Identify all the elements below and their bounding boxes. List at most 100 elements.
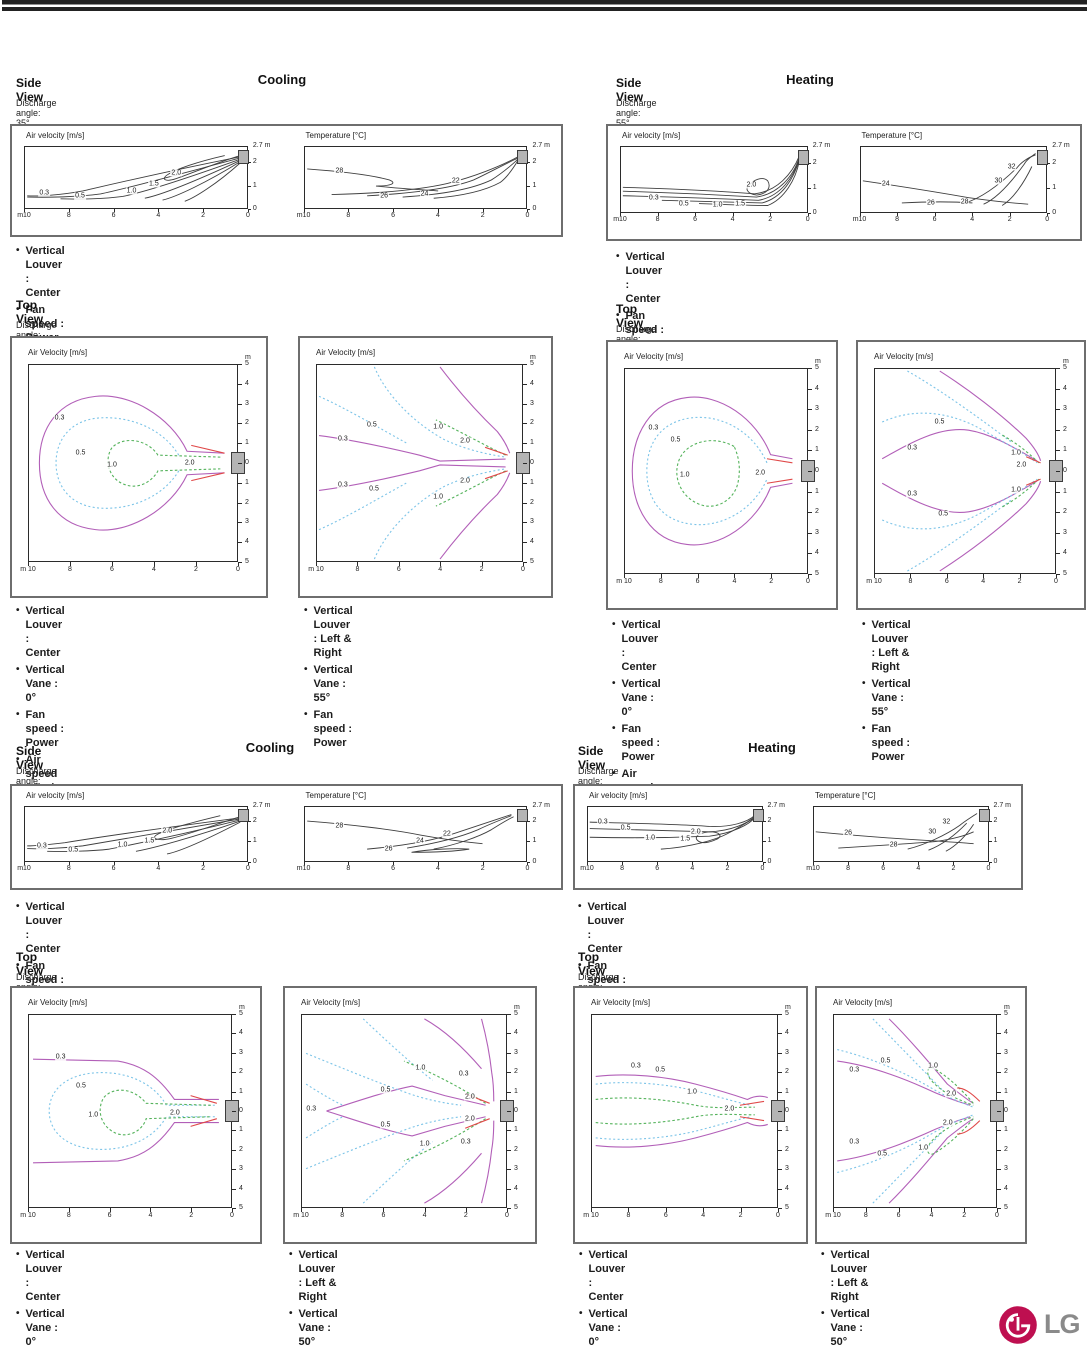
contour-label: 2.0 (689, 828, 702, 836)
x-tick (154, 562, 155, 566)
bullet-dot: • (16, 605, 20, 616)
x-tick-label: 0 (525, 865, 530, 872)
bullet-item: • Vertical Louver : Center (16, 604, 65, 660)
y-tick (778, 1052, 782, 1054)
x-tick-label: 2 (1007, 216, 1012, 223)
x-tick (24, 862, 25, 865)
x-tick-label: 4 (422, 1212, 427, 1219)
top-view-heading: Top View (16, 950, 44, 978)
y-tick (988, 841, 992, 843)
bullet-dot: • (16, 960, 20, 971)
side-plot (859, 146, 1048, 213)
side-view-heading: Side View (16, 744, 44, 772)
y-tick (238, 443, 242, 445)
contour-label: 26 (383, 845, 394, 853)
y-tick (1056, 409, 1060, 411)
x-tick-label: 8 (895, 216, 900, 223)
chart-title: Air Velocity [m/s] (833, 998, 893, 1007)
contour-label: 1.0 (414, 1064, 427, 1072)
x-tick-label: 6 (391, 212, 396, 219)
bullet-item: • Vertical Louver : Left & Right (304, 604, 353, 660)
contour-label: 1.0 (1010, 449, 1022, 456)
contour-label: 0.3 (53, 414, 66, 421)
y-axis-unit-label: m (245, 354, 251, 361)
outdoor-unit-indicator (237, 149, 249, 164)
bullet-text: Fan speed : Power (313, 709, 353, 749)
chart-title: Air Velocity [m/s] (28, 348, 88, 357)
x-tick (247, 209, 249, 212)
x-tick (232, 1208, 233, 1212)
x-tick-label: 0 (245, 212, 250, 219)
y-tick-label: 5 (514, 1204, 518, 1211)
top-view-heading: Top View (616, 302, 644, 330)
contour-label: 0.3 (906, 490, 919, 498)
top-chart-box: Air Velocity [m/s] m 5 4 3 2 1 0 1 2 3 4 5 m 10 8 6 4 2 0 0… (606, 340, 838, 610)
x-tick-label: m 10 (616, 578, 632, 585)
bullet-dot: • (578, 960, 582, 971)
x-tick (620, 213, 621, 216)
contour-label: 2.0 (723, 1105, 736, 1113)
y-tick-label: 1 (785, 1087, 789, 1095)
y-tick-label: 0 (1063, 467, 1067, 474)
x-tick-label: 6 (896, 1212, 901, 1219)
y-tick (1056, 429, 1060, 431)
y-tick-label: 4 (1063, 384, 1067, 392)
outdoor-unit-indicator (517, 809, 529, 822)
contour-label: 1.0 (644, 834, 657, 842)
top-bullet-list: • Vertical Louver : Center • Vertical Vane … (16, 1248, 65, 1354)
contour-label: 1.0 (106, 461, 118, 469)
top-chart-box: Air Velocity [m/s] m 5 4 3 2 1 0 1 2 3 4 5 m 10 8 6 4 2 0 0… (856, 340, 1086, 610)
chart-title: Air Velocity [m/s] (874, 352, 934, 361)
x-tick (703, 1208, 705, 1212)
y-tick-label: 5 (1063, 570, 1067, 577)
contour-label: 0.3 (54, 1053, 67, 1061)
bullet-text: Fan speed : Power (621, 723, 661, 763)
contour-label: 1.0 (686, 1088, 698, 1096)
contour-lines (29, 1015, 231, 1207)
x-tick (628, 1208, 630, 1212)
x-tick (931, 1208, 933, 1212)
side-chart-box: Air velocity [m/s] m10 8 6 4 2 0 2.7 m 2 1 0 0.3 0.5… (10, 124, 563, 237)
x-tick-label: 0 (236, 566, 240, 573)
y-tick-label: 2 (239, 1145, 243, 1153)
bullet-text: Vertical Louver : Center (587, 901, 627, 955)
y-tick-label: 5 (245, 360, 249, 367)
x-tick-label: 2 (201, 865, 206, 872)
y-tick-label: 5 (1004, 1204, 1008, 1211)
y-tick (808, 574, 812, 575)
x-tick (807, 213, 809, 216)
bullet-text: Vertical Louver : Left & Right (871, 619, 911, 673)
x-tick (972, 213, 974, 216)
y-tick (523, 423, 527, 425)
x-tick-label: 8 (355, 566, 360, 573)
x-tick (303, 209, 305, 212)
bullet-dot: • (16, 1308, 20, 1319)
y-tick-label: 0 (532, 205, 537, 212)
x-tick-label: 2 (189, 1212, 194, 1219)
contour-label: 1.0 (116, 841, 129, 849)
y-tick-label: 5 (530, 558, 534, 565)
y-tick-label: 5 (245, 558, 249, 565)
y-tick-label: 2 (252, 158, 257, 166)
x-tick-label: 2 (951, 865, 956, 872)
bullet-item: • Fan speed : Power (16, 708, 65, 750)
x-tick-label: m10 (296, 212, 311, 219)
side-view-heading: Side View (16, 76, 44, 104)
top-plot (28, 1014, 232, 1208)
contour-label: 0.5 (933, 418, 946, 426)
contour-label: 0.5 (619, 824, 632, 832)
x-tick-label: 0 (986, 865, 991, 872)
x-tick (657, 213, 659, 216)
y-tick (247, 185, 251, 187)
bullet-text: Vertical Vane : 50° (298, 1308, 338, 1348)
y-tick-label: 2 (530, 498, 534, 506)
x-tick-label: 8 (340, 1212, 345, 1219)
contour-label: 0.3 (36, 842, 48, 850)
x-tick-label: m 10 (866, 578, 882, 585)
x-tick (1009, 213, 1011, 216)
x-tick-label: 2 (201, 212, 206, 219)
y-tick (808, 553, 812, 555)
x-tick-label: 2 (480, 212, 485, 219)
x-tick-label: 8 (908, 578, 913, 585)
y-tick-label: 4 (1004, 1184, 1008, 1192)
